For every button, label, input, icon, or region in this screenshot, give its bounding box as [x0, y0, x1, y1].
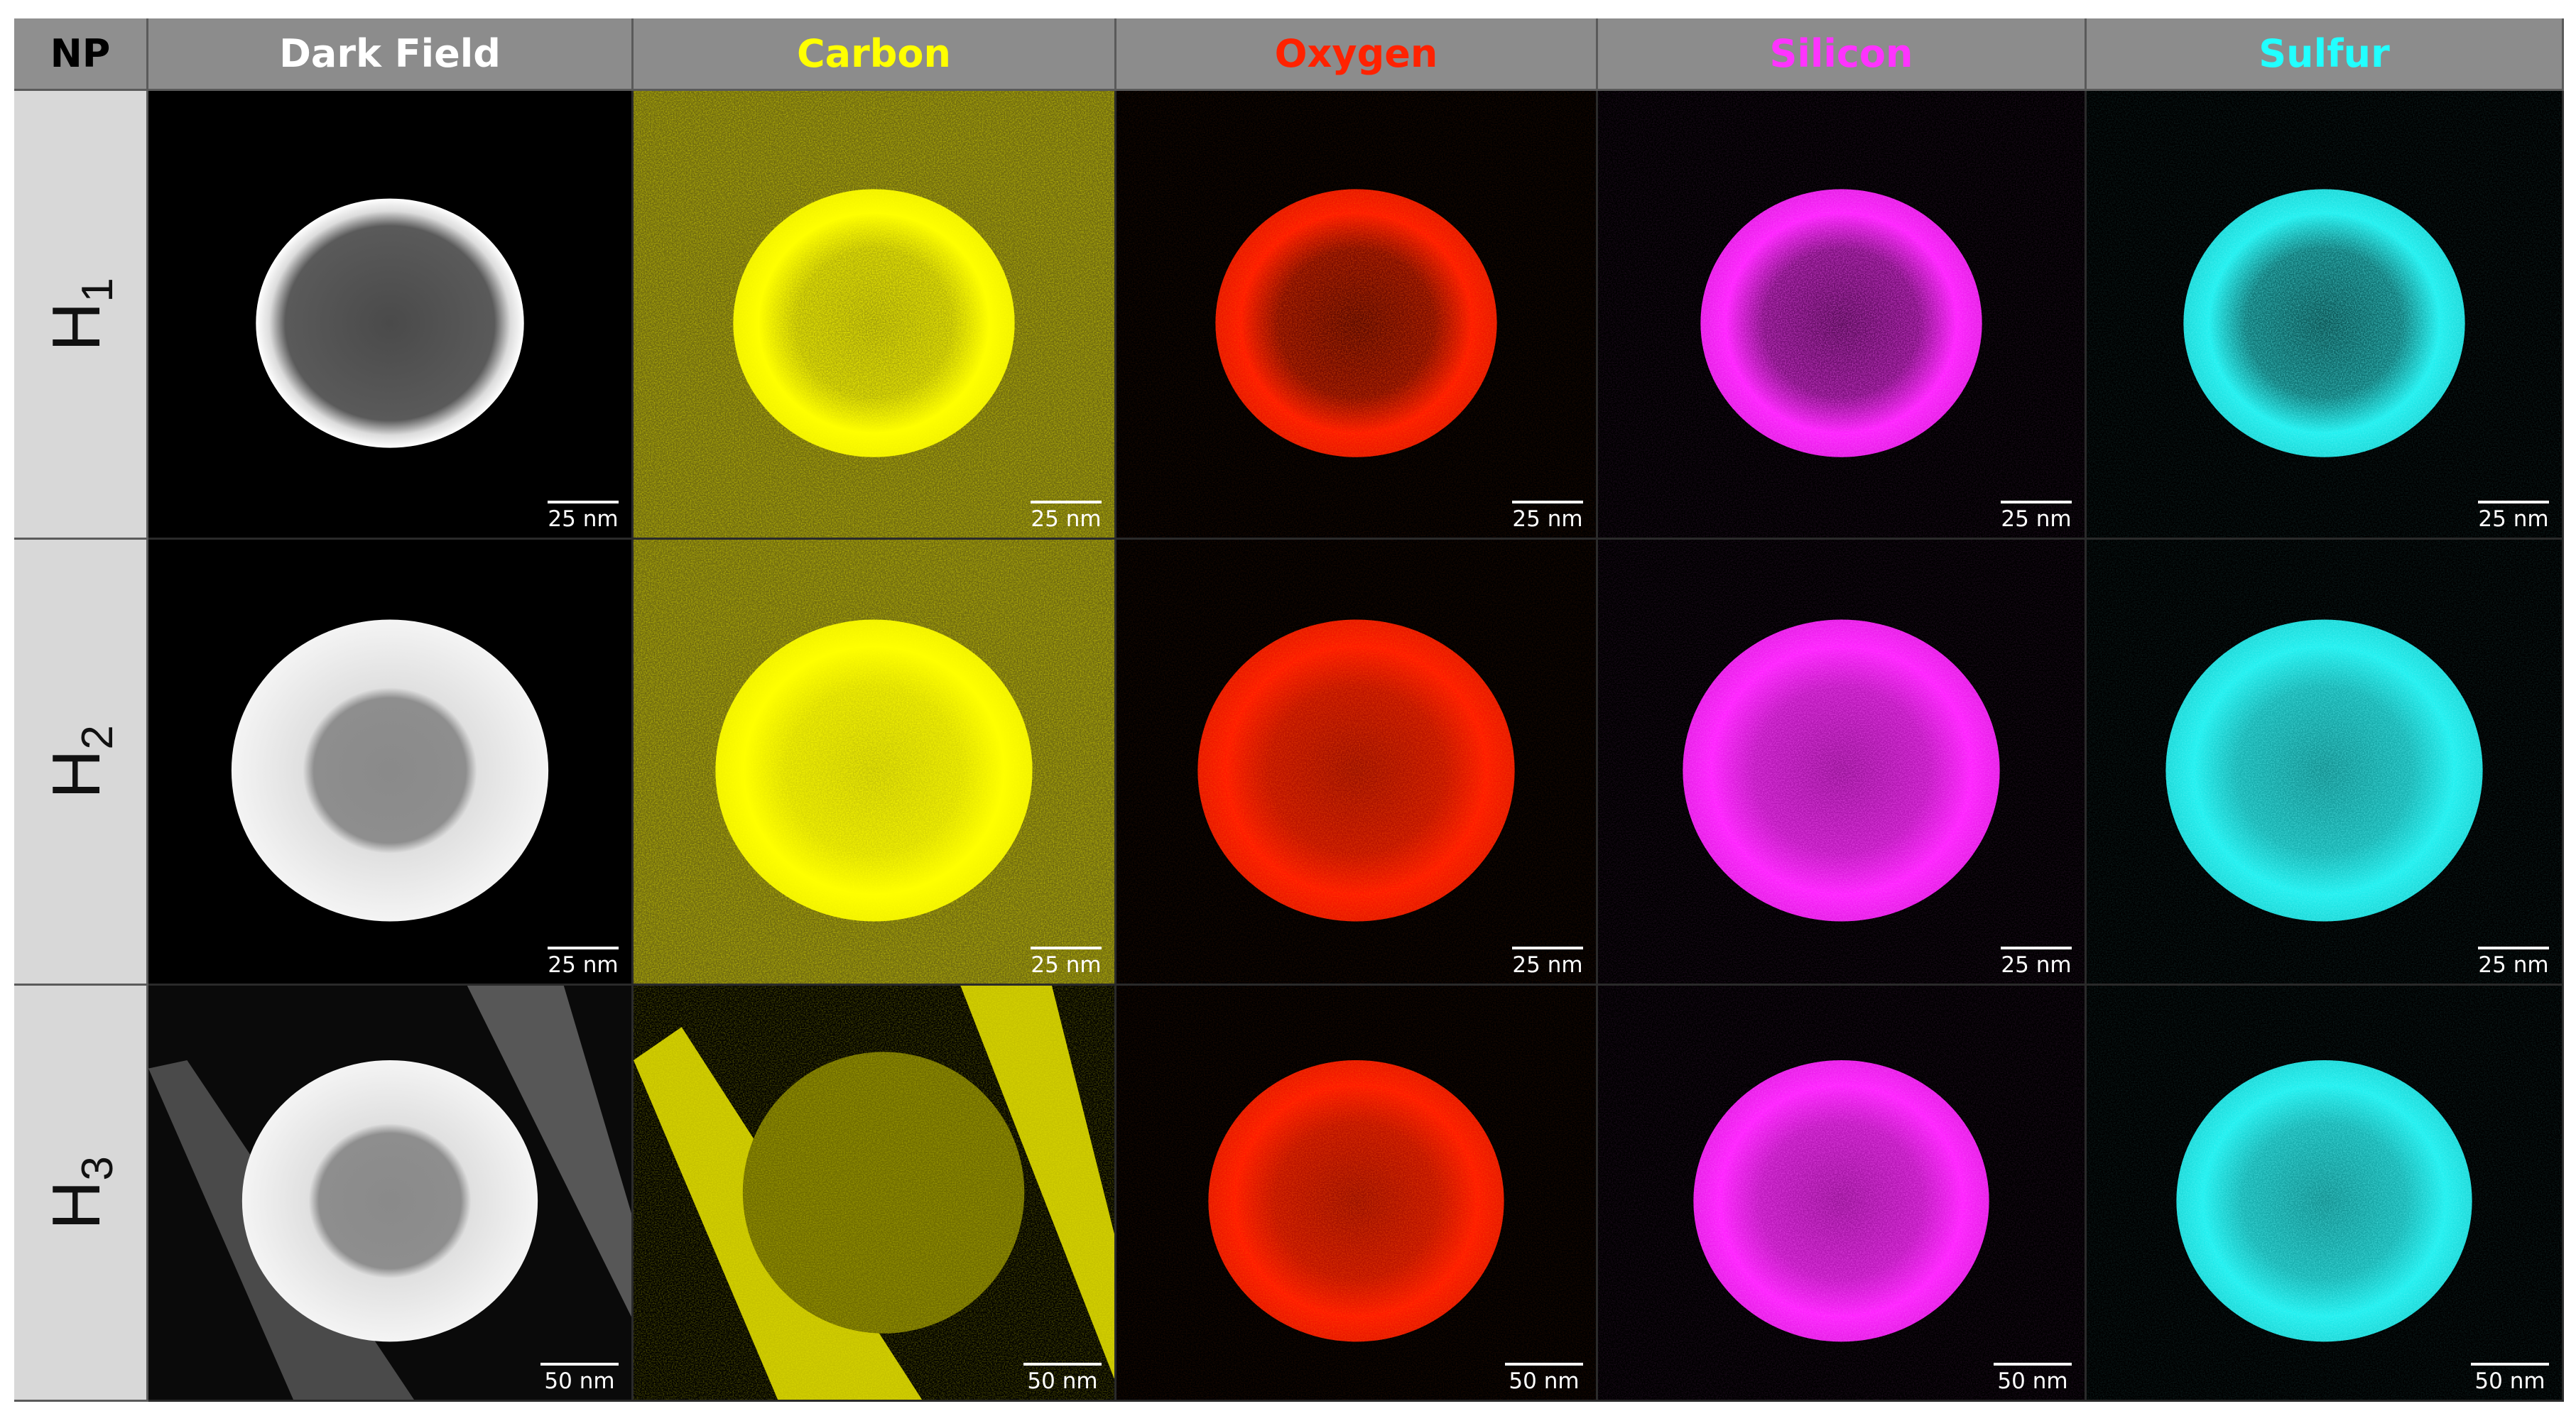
- micrograph-graphic: [2087, 91, 2562, 538]
- scale-bar-line: [548, 501, 619, 503]
- micrograph-graphic: [1598, 540, 2085, 984]
- h3-dark-field-image: 50 nm: [148, 986, 634, 1402]
- h1-carbon-map: 25 nm: [634, 91, 1116, 540]
- micrograph-graphic: [634, 540, 1114, 984]
- scale-bar: 25 nm: [1512, 947, 1583, 978]
- scale-bar: 25 nm: [2001, 947, 2072, 978]
- scale-bar: 50 nm: [2471, 1363, 2549, 1394]
- h3-carbon-map: 50 nm: [634, 986, 1116, 1402]
- h2-silicon-map: 25 nm: [1598, 540, 2087, 986]
- scale-bar-line: [1994, 1363, 2072, 1366]
- scale-bar: 50 nm: [540, 1363, 619, 1394]
- scale-bar-line: [1512, 501, 1583, 503]
- micrograph-graphic: [1598, 91, 2085, 538]
- micrograph-graphic: [1116, 91, 1596, 538]
- header-silicon-label: Silicon: [1769, 31, 1913, 76]
- eds-mapping-figure: NP Dark Field Carbon Oxygen Silicon Sulf…: [14, 18, 2564, 1402]
- scale-bar-label: 25 nm: [2001, 506, 2072, 532]
- h2-sulfur-map: 25 nm: [2087, 540, 2564, 986]
- scale-bar-label: 50 nm: [1027, 1368, 1098, 1394]
- scale-bar-line: [2001, 501, 2072, 503]
- header-dark-field: Dark Field: [148, 18, 634, 91]
- scale-bar: 25 nm: [2478, 947, 2549, 978]
- micrograph-graphic: [2087, 540, 2562, 984]
- scale-bar: 25 nm: [1512, 501, 1583, 532]
- row-h2-letter: H: [38, 749, 114, 799]
- scale-bar: 25 nm: [548, 501, 619, 532]
- micrograph-graphic: [634, 986, 1114, 1400]
- h1-dark-field-image: 25 nm: [148, 91, 634, 540]
- row-h1-sub: 1: [73, 277, 122, 303]
- scale-bar-line: [2478, 501, 2549, 503]
- scale-bar-label: 25 nm: [1031, 952, 1102, 978]
- header-np: NP: [14, 18, 148, 91]
- scale-bar: 50 nm: [1994, 1363, 2072, 1394]
- header-dark-field-label: Dark Field: [279, 31, 501, 76]
- row-label-h2: H2: [14, 540, 148, 986]
- h1-oxygen-map: 25 nm: [1116, 91, 1598, 540]
- micrograph-graphic: [2087, 986, 2562, 1400]
- header-silicon: Silicon: [1598, 18, 2087, 91]
- scale-bar: 50 nm: [1505, 1363, 1583, 1394]
- scale-bar-line: [540, 1363, 619, 1366]
- scale-bar-line: [1023, 1363, 1102, 1366]
- scale-bar-label: 25 nm: [2478, 952, 2549, 978]
- header-carbon: Carbon: [634, 18, 1116, 91]
- header-oxygen-label: Oxygen: [1274, 31, 1438, 76]
- row-h3-sub: 3: [73, 1155, 122, 1181]
- scale-bar: 25 nm: [1031, 501, 1102, 532]
- h2-dark-field-image: 25 nm: [148, 540, 634, 986]
- scale-bar-label: 25 nm: [1512, 506, 1583, 532]
- scale-bar-label: 50 nm: [544, 1368, 615, 1394]
- scale-bar-line: [2001, 947, 2072, 949]
- scale-bar-label: 25 nm: [1031, 506, 1102, 532]
- scale-bar-label: 25 nm: [548, 952, 619, 978]
- header-sulfur-label: Sulfur: [2259, 31, 2390, 76]
- micrograph-graphic: [634, 91, 1114, 538]
- micrograph-graphic: [1116, 540, 1596, 984]
- scale-bar: 25 nm: [2478, 501, 2549, 532]
- row-label-h1: H1: [14, 91, 148, 540]
- header-oxygen: Oxygen: [1116, 18, 1598, 91]
- row-h1-letter: H: [38, 302, 114, 352]
- scale-bar-line: [2471, 1363, 2549, 1366]
- scale-bar-label: 50 nm: [2474, 1368, 2545, 1394]
- scale-bar-label: 25 nm: [2001, 952, 2072, 978]
- scale-bar: 25 nm: [1031, 947, 1102, 978]
- scale-bar: 50 nm: [1023, 1363, 1102, 1394]
- scale-bar-line: [1031, 501, 1102, 503]
- scale-bar: 25 nm: [548, 947, 619, 978]
- scale-bar-line: [2478, 947, 2549, 949]
- micrograph-graphic: [1116, 986, 1596, 1400]
- micrograph-graphic: [1598, 986, 2085, 1400]
- scale-bar-line: [1512, 947, 1583, 949]
- h3-sulfur-map: 50 nm: [2087, 986, 2564, 1402]
- header-carbon-label: Carbon: [797, 31, 951, 76]
- h3-oxygen-map: 50 nm: [1116, 986, 1598, 1402]
- row-label-h3: H3: [14, 986, 148, 1402]
- scale-bar-line: [1031, 947, 1102, 949]
- row-h3-letter: H: [38, 1180, 114, 1230]
- h2-carbon-map: 25 nm: [634, 540, 1116, 986]
- scale-bar-label: 50 nm: [1997, 1368, 2068, 1394]
- scale-bar-line: [1505, 1363, 1583, 1366]
- scale-bar: 25 nm: [2001, 501, 2072, 532]
- scale-bar-label: 25 nm: [548, 506, 619, 532]
- h2-oxygen-map: 25 nm: [1116, 540, 1598, 986]
- micrograph-graphic: [148, 986, 631, 1400]
- h3-silicon-map: 50 nm: [1598, 986, 2087, 1402]
- header-np-label: NP: [50, 31, 111, 76]
- scale-bar-label: 25 nm: [1512, 952, 1583, 978]
- micrograph-graphic: [148, 91, 631, 538]
- row-h2-sub: 2: [73, 724, 122, 750]
- micrograph-graphic: [148, 540, 631, 984]
- scale-bar-label: 50 nm: [1509, 1368, 1580, 1394]
- header-sulfur: Sulfur: [2087, 18, 2564, 91]
- scale-bar-label: 25 nm: [2478, 506, 2549, 532]
- h1-silicon-map: 25 nm: [1598, 91, 2087, 540]
- h1-sulfur-map: 25 nm: [2087, 91, 2564, 540]
- scale-bar-line: [548, 947, 619, 949]
